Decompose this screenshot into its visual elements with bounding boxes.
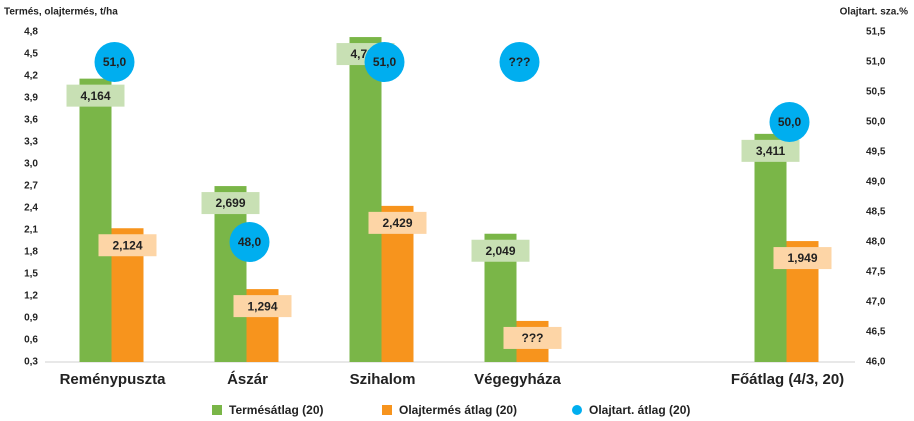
legend-label: Olajtart. átlag (20): [589, 403, 690, 417]
y-tick-label: 3,9: [24, 93, 38, 104]
value-label-box: [471, 239, 530, 262]
value-label: 1,294: [247, 299, 277, 313]
y-tick-label: 0,3: [24, 357, 38, 368]
y-tick-label: 1,8: [24, 247, 38, 258]
value-label: 2,429: [382, 216, 412, 230]
x-tick-label: Reménypuszta: [60, 371, 167, 388]
y-tick-label: 2,7: [24, 181, 38, 192]
y-tick-label: 4,8: [24, 27, 38, 38]
legend-swatch: [382, 405, 392, 415]
legend-swatch: [212, 405, 222, 415]
value-label-box: [773, 247, 832, 270]
bubble: [364, 42, 405, 82]
value-label-box: [201, 192, 260, 215]
value-label: 2,699: [215, 196, 245, 210]
y-tick-label: 4,2: [24, 71, 38, 82]
value-label: 4,164: [80, 89, 110, 103]
value-label: 3,411: [756, 144, 786, 158]
y-tick-label: 3,6: [24, 115, 38, 126]
value-label-box: [233, 295, 292, 318]
y2-tick-label: 46,5: [866, 327, 886, 338]
y2-tick-label: 50,5: [866, 87, 886, 98]
bubble-label: 51,0: [103, 55, 127, 69]
y2-tick-label: 48,5: [866, 207, 886, 218]
value-label-box: [368, 211, 427, 234]
bubble-label: 51,0: [373, 55, 397, 69]
y2-tick-label: 49,0: [866, 177, 886, 188]
y-tick-label: 1,2: [24, 291, 38, 302]
value-label-box: [503, 326, 562, 349]
bubble-label: 48,0: [238, 235, 262, 249]
y-tick-label: 2,1: [24, 225, 38, 236]
y-tick-label: 0,9: [24, 313, 38, 324]
y-tick-label: 0,6: [24, 335, 38, 346]
y2-tick-label: 51,5: [866, 27, 886, 38]
bar: [349, 37, 382, 363]
y-tick-label: 1,5: [24, 269, 38, 280]
value-label: 2,124: [112, 238, 142, 252]
y-axis-title: Termés, olajtermés, t/ha: [4, 7, 118, 18]
legend-label: Termésátlag (20): [229, 403, 323, 417]
bar: [79, 78, 112, 362]
value-label: ???: [522, 331, 544, 345]
y-tick-label: 3,0: [24, 159, 38, 170]
y2-tick-label: 51,0: [866, 57, 886, 68]
y2-tick-label: 49,5: [866, 147, 886, 158]
x-tick-label: Ászár: [227, 371, 268, 388]
y2-axis-title: Olajtart. sza.%: [840, 7, 908, 18]
value-label: 1,949: [787, 251, 817, 265]
bar: [214, 186, 247, 362]
y2-tick-label: 50,0: [866, 117, 886, 128]
bubble-label: 50,0: [778, 115, 802, 129]
x-tick-label: Szihalom: [350, 371, 416, 388]
bubble: [499, 42, 540, 82]
y-tick-label: 3,3: [24, 137, 38, 148]
value-label-box: [98, 234, 157, 257]
value-label-box: [741, 139, 800, 162]
y2-tick-label: 48,0: [866, 237, 886, 248]
y2-tick-label: 47,0: [866, 297, 886, 308]
x-tick-label: Főátlag (4/3, 20): [731, 371, 844, 388]
bubble: [229, 222, 270, 262]
x-tick-label: Végegyháza: [474, 371, 561, 388]
legend-swatch: [572, 405, 582, 415]
y2-tick-label: 47,5: [866, 267, 886, 278]
legend-label: Olajtermés átlag (20): [399, 403, 517, 417]
y-tick-label: 2,4: [24, 203, 38, 214]
bubble-label: ???: [509, 55, 531, 69]
y2-tick-label: 46,0: [866, 357, 886, 368]
y-tick-label: 4,5: [24, 49, 38, 60]
bubble: [94, 42, 135, 82]
value-label-box: [66, 84, 125, 107]
bubble: [769, 102, 810, 142]
value-label: 2,049: [485, 244, 515, 258]
